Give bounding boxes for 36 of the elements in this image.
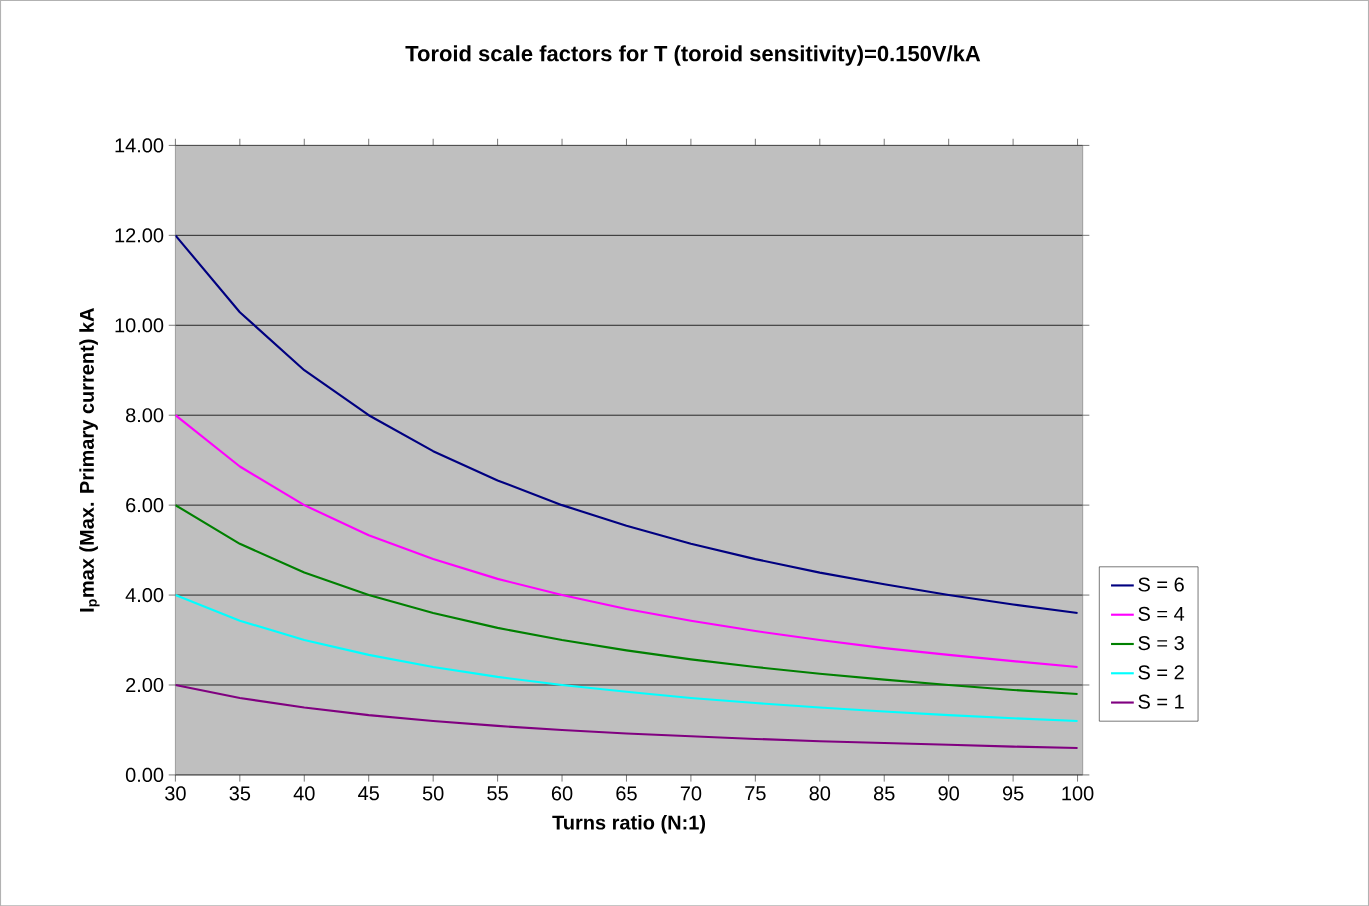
- x-tick-label: 85: [873, 786, 895, 801]
- legend-label: S = 1: [1138, 694, 1184, 709]
- x-tick-label: 90: [938, 786, 959, 801]
- y-tick-label: 4.00: [125, 587, 164, 602]
- x-tick-label: 70: [680, 786, 702, 801]
- legend-label: S = 3: [1138, 635, 1184, 650]
- chart-title: Toroid scale factors for T (toroid sensitivity)=0.150V/kA: [405, 45, 981, 66]
- line-series: [175, 413, 1079, 668]
- line-series: [175, 593, 1079, 722]
- y-tick-label: 8.00: [126, 407, 164, 423]
- legend-label: S = 6: [1138, 577, 1184, 592]
- x-tick-label: 60: [551, 786, 573, 801]
- x-tick-label: 65: [616, 786, 637, 801]
- x-tick-label: 45: [358, 786, 379, 801]
- y-tick-label: 0.00: [125, 767, 164, 782]
- x-tick-label: 50: [422, 786, 444, 801]
- y-tick-label: 12.00: [115, 228, 164, 243]
- x-tick-label: 30: [165, 786, 186, 801]
- line-series: [175, 234, 1079, 614]
- x-axis-title: Turns ratio (N:1): [552, 814, 706, 834]
- y-tick-label: 6.00: [126, 497, 164, 513]
- x-tick-label: 40: [293, 786, 315, 801]
- y-tick-label: 2.00: [126, 677, 164, 692]
- x-tick-label: 35: [229, 786, 251, 801]
- x-tick-label: 55: [487, 786, 508, 801]
- x-tick-label: 100: [1062, 786, 1094, 801]
- legend-label: S = 2: [1138, 665, 1184, 680]
- x-tick-label: 80: [809, 786, 831, 801]
- line-series: [175, 683, 1079, 749]
- y-tick-label: 10.00: [115, 318, 164, 333]
- y-axis-title: I$_{p}$max (Max. Primary current) kA: [79, 307, 100, 612]
- x-tick-label: 75: [745, 786, 766, 801]
- x-tick-label: 95: [1002, 786, 1024, 801]
- line-series: [175, 503, 1079, 695]
- legend-label: S = 4: [1138, 606, 1185, 621]
- y-tick-label: 14.00: [115, 138, 164, 153]
